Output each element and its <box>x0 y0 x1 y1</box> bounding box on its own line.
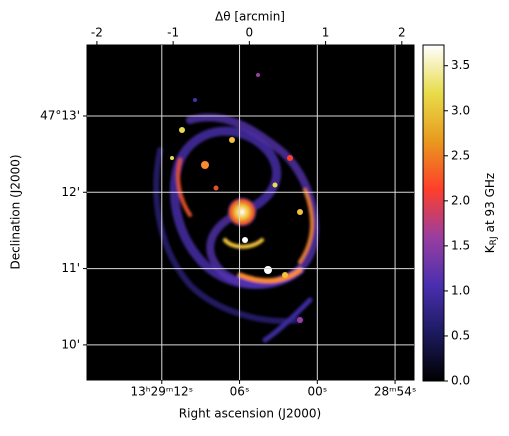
colorbar-tick-label: 2.0 <box>451 193 470 207</box>
colorbar <box>422 44 445 382</box>
colorbar-tick-label: 3.5 <box>451 58 470 72</box>
y-tick-label: 12' <box>61 185 80 199</box>
colorbar-label-rest: at 93 GHz <box>483 173 497 233</box>
x-tick-label: 00ˢ <box>307 385 327 399</box>
top-tick-label: 0 <box>246 26 254 40</box>
colorbar-tick-label: 0.5 <box>451 328 470 342</box>
colorbar-label: KRJ at 93 GHz <box>483 173 499 253</box>
y-tick-label: 10' <box>61 337 80 351</box>
colorbar-tick-label: 2.5 <box>451 148 470 162</box>
colorbar-label-sub: RJ <box>489 236 499 245</box>
x-tick-label: 06ˢ <box>230 385 250 399</box>
galaxy-image <box>153 113 319 343</box>
top-tick-label: -2 <box>91 26 103 40</box>
colorbar-label-main: K <box>483 244 497 253</box>
y-tick-label: 47°13' <box>40 108 80 122</box>
galaxy-clumps <box>170 73 303 323</box>
x-tick-label: 13ʰ29ᵐ12ˢ <box>130 385 193 399</box>
top-tick-label: 2 <box>398 26 406 40</box>
colorbar-tick-label: 1.5 <box>451 238 470 252</box>
colorbar-tick-label: 1.0 <box>451 283 470 297</box>
plot-frame <box>86 44 415 381</box>
colorbar-tick-label: 3.0 <box>451 103 470 117</box>
top-tick-label: -1 <box>167 26 179 40</box>
y-axis-label: Declination (J2000) <box>9 154 23 269</box>
y-tick-label: 11' <box>61 261 80 275</box>
top-tick-label: 1 <box>322 26 330 40</box>
colorbar-tick-label: 0.0 <box>451 374 470 388</box>
x-axis-label: Right ascension (J2000) <box>179 407 321 421</box>
x-tick-label: 28ᵐ54ˢ <box>374 385 417 399</box>
top-axis-label: Δθ [arcmin] <box>215 10 285 24</box>
